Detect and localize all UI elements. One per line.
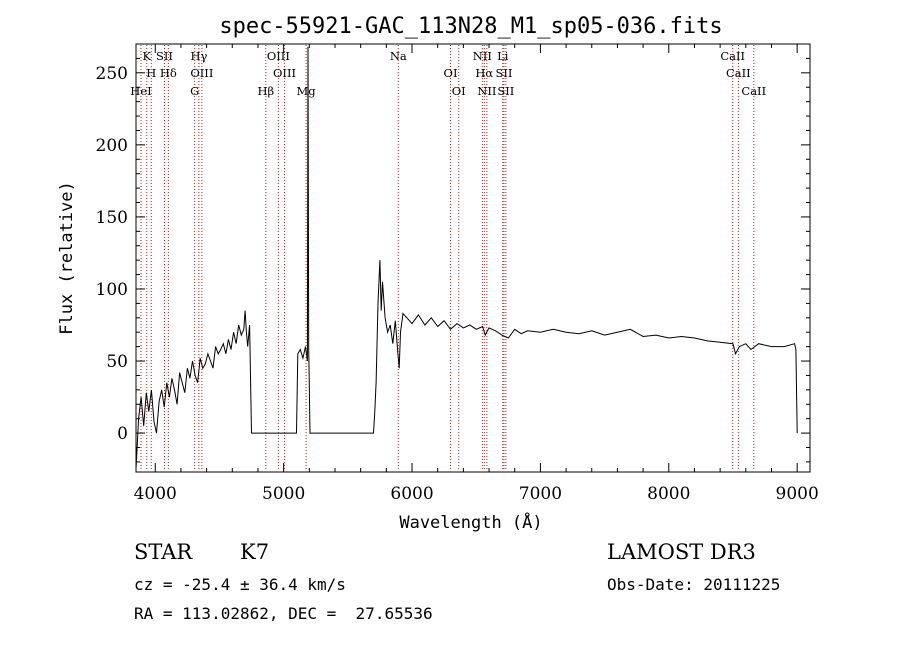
line-mark-label: OI [444, 66, 458, 80]
line-mark-label: HeI [130, 84, 151, 98]
spectrum-series-line [135, 46, 798, 470]
line-mark-label: Mg [297, 84, 317, 98]
line-mark-label: H [146, 66, 156, 80]
y-tick-label: 250 [96, 64, 128, 84]
line-mark-label: Li [497, 49, 509, 63]
chart-title: spec-55921-GAC_113N28_M1_sp05-036.fits [219, 14, 722, 39]
line-mark-label: CaII [741, 84, 766, 98]
line-mark-label: CaII [726, 66, 751, 80]
line-mark-label: Hγ [190, 49, 207, 63]
coordinates: RA = 113.02862, DEC = 27.65536 [134, 604, 433, 623]
line-mark-label: SII [495, 66, 512, 80]
y-tick-label: 100 [96, 280, 128, 300]
line-mark-label: CaII [720, 49, 745, 63]
line-mark-label: OIII [190, 66, 213, 80]
y-tick-label: 50 [106, 352, 128, 372]
line-mark-labels: KHHeISIIHδGHγOIIIHβOIIIOIIIMgNaOIOINIIHα… [130, 49, 766, 98]
line-mark-label: Hδ [160, 66, 177, 80]
x-tick-label: 8000 [647, 484, 690, 504]
y-tick-label: 0 [117, 424, 128, 444]
line-mark-label: Hβ [257, 84, 274, 98]
redshift-cz: cz = -25.4 ± 36.4 km/s [134, 575, 346, 594]
line-mark-label: OIII [267, 49, 290, 63]
line-mark-label: OI [452, 84, 466, 98]
line-mark-label: NII [473, 49, 492, 63]
line-mark-label: SII [497, 84, 514, 98]
survey-name: LAMOST DR3 [607, 540, 756, 564]
obs-date: Obs-Date: 20111225 [607, 575, 781, 594]
plot-frame [135, 43, 811, 473]
x-tick-label: 7000 [519, 484, 562, 504]
x-tick-label: 5000 [262, 484, 305, 504]
x-axis-ticks: 4000 5000 6000 7000 8000 9000 [134, 44, 819, 504]
subclass: K7 [240, 540, 270, 564]
object-class: STAR [134, 540, 193, 564]
line-mark-label: SII [156, 49, 173, 63]
x-tick-label: 9000 [776, 484, 819, 504]
line-mark-label: K [142, 49, 151, 63]
x-tick-label: 6000 [390, 484, 433, 504]
line-mark-label: Hα [475, 66, 493, 80]
y-axis-label: Flux (relative) [57, 181, 77, 335]
line-mark-label: OIII [273, 66, 296, 80]
line-marks [140, 45, 755, 471]
line-mark-label: G [190, 84, 199, 98]
line-mark-label: NII [477, 84, 496, 98]
line-mark-label: Na [390, 49, 407, 63]
x-tick-label: 4000 [134, 484, 177, 504]
x-axis-label: Wavelength (Å) [399, 511, 542, 533]
y-tick-label: 200 [96, 136, 128, 156]
y-axis-ticks: 0 50 100 150 200 250 [96, 57, 810, 463]
y-tick-label: 150 [96, 208, 128, 228]
